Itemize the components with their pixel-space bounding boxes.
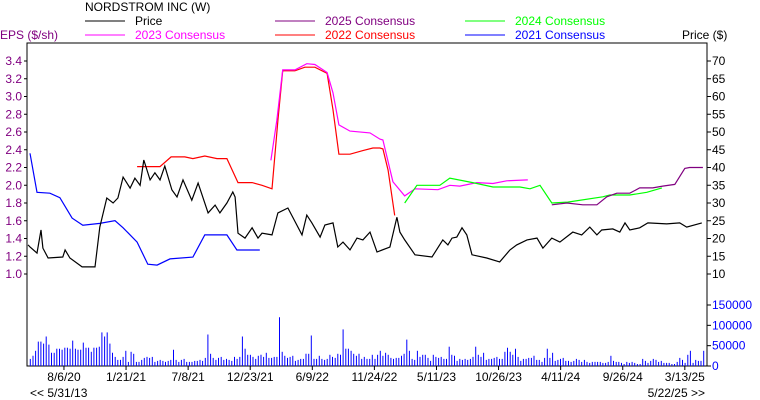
x-tick-label: 6/9/22 <box>296 370 330 384</box>
price-tick-label: 30 <box>712 196 726 210</box>
x-tick-label: 3/13/25 <box>665 370 705 384</box>
eps-tick-label: 1.6 <box>5 214 22 228</box>
x-tick-label: 9/26/24 <box>603 370 643 384</box>
chart-title: NORDSTROM INC (W) <box>85 0 210 14</box>
eps-tick-label: 1.4 <box>5 232 22 246</box>
eps-tick-label: 2.4 <box>5 143 22 157</box>
legend: Price 2025 Consensus 2024 Consensus 2023 Co… <box>85 14 605 42</box>
price-tick-label: 50 <box>712 125 726 139</box>
series-line-c2023 <box>270 63 528 197</box>
x-tick-label: 5/11/23 <box>417 370 456 384</box>
series-line-c2022 <box>137 66 396 216</box>
legend-label-c2023: 2023 Consensus <box>135 28 225 42</box>
series-line-c2021 <box>29 153 260 266</box>
plot-frame <box>26 42 708 367</box>
series-line-price <box>27 159 702 268</box>
price-axis-label: Price ($) <box>682 28 727 42</box>
series-lines <box>27 63 703 268</box>
volume-tick-label: 100000 <box>712 318 752 332</box>
eps-tick-label: 2.6 <box>5 125 22 139</box>
eps-tick-label: 3.4 <box>5 54 22 68</box>
legend-label-price: Price <box>135 14 163 28</box>
x-tick-label: 11/24/22 <box>351 370 397 384</box>
x-tick-label: 12/23/21 <box>227 370 274 384</box>
legend-label-c2022: 2022 Consensus <box>325 28 415 42</box>
price-tick-label: 15 <box>712 249 726 263</box>
volume-tick-label: 0 <box>712 359 719 373</box>
range-start-link[interactable]: << 5/31/13 <box>30 386 88 400</box>
series-line-c2024 <box>404 177 663 204</box>
range-end-link[interactable]: 5/22/25 >> <box>648 386 705 400</box>
price-tick-label: 10 <box>712 267 726 281</box>
price-tick-label: 35 <box>712 178 726 192</box>
price-tick-label: 55 <box>712 107 726 121</box>
x-tick-label: 7/8/21 <box>171 370 205 384</box>
series-line-c2025 <box>551 166 703 206</box>
x-tick-label: 4/11/24 <box>541 370 580 384</box>
eps-tick-label: 2.0 <box>5 178 22 192</box>
x-tick-label: 8/6/20 <box>47 370 81 384</box>
price-tick-label: 40 <box>712 161 726 175</box>
eps-tick-label: 3.2 <box>5 72 22 86</box>
price-tick-label: 65 <box>712 72 726 86</box>
axes: 3.4 3.2 3.0 2.8 2.6 2.4 2.2 2.0 1.8 1.6 1.4 1.2 1.0 7… <box>5 54 752 384</box>
volume-bars <box>29 317 705 366</box>
legend-label-c2021: 2021 Consensus <box>515 28 605 42</box>
volume-tick-label: 50000 <box>712 339 746 353</box>
eps-tick-label: 2.8 <box>5 107 22 121</box>
x-tick-label: 10/26/23 <box>475 370 522 384</box>
eps-tick-label: 1.0 <box>5 267 22 281</box>
legend-label-c2024: 2024 Consensus <box>515 14 605 28</box>
eps-axis-label: EPS ($/sh) <box>0 28 58 42</box>
volume-tick-label: 150000 <box>712 298 752 312</box>
price-tick-label: 60 <box>712 90 726 104</box>
eps-tick-label: 1.8 <box>5 196 22 210</box>
legend-label-c2025: 2025 Consensus <box>325 14 415 28</box>
price-tick-label: 45 <box>712 143 726 157</box>
price-tick-label: 70 <box>712 54 726 68</box>
eps-tick-label: 2.2 <box>5 161 22 175</box>
eps-tick-label: 3.0 <box>5 90 22 104</box>
price-tick-label: 20 <box>712 232 726 246</box>
eps-tick-label: 1.2 <box>5 249 22 263</box>
price-tick-label: 25 <box>712 214 726 228</box>
x-tick-label: 1/21/21 <box>106 370 146 384</box>
